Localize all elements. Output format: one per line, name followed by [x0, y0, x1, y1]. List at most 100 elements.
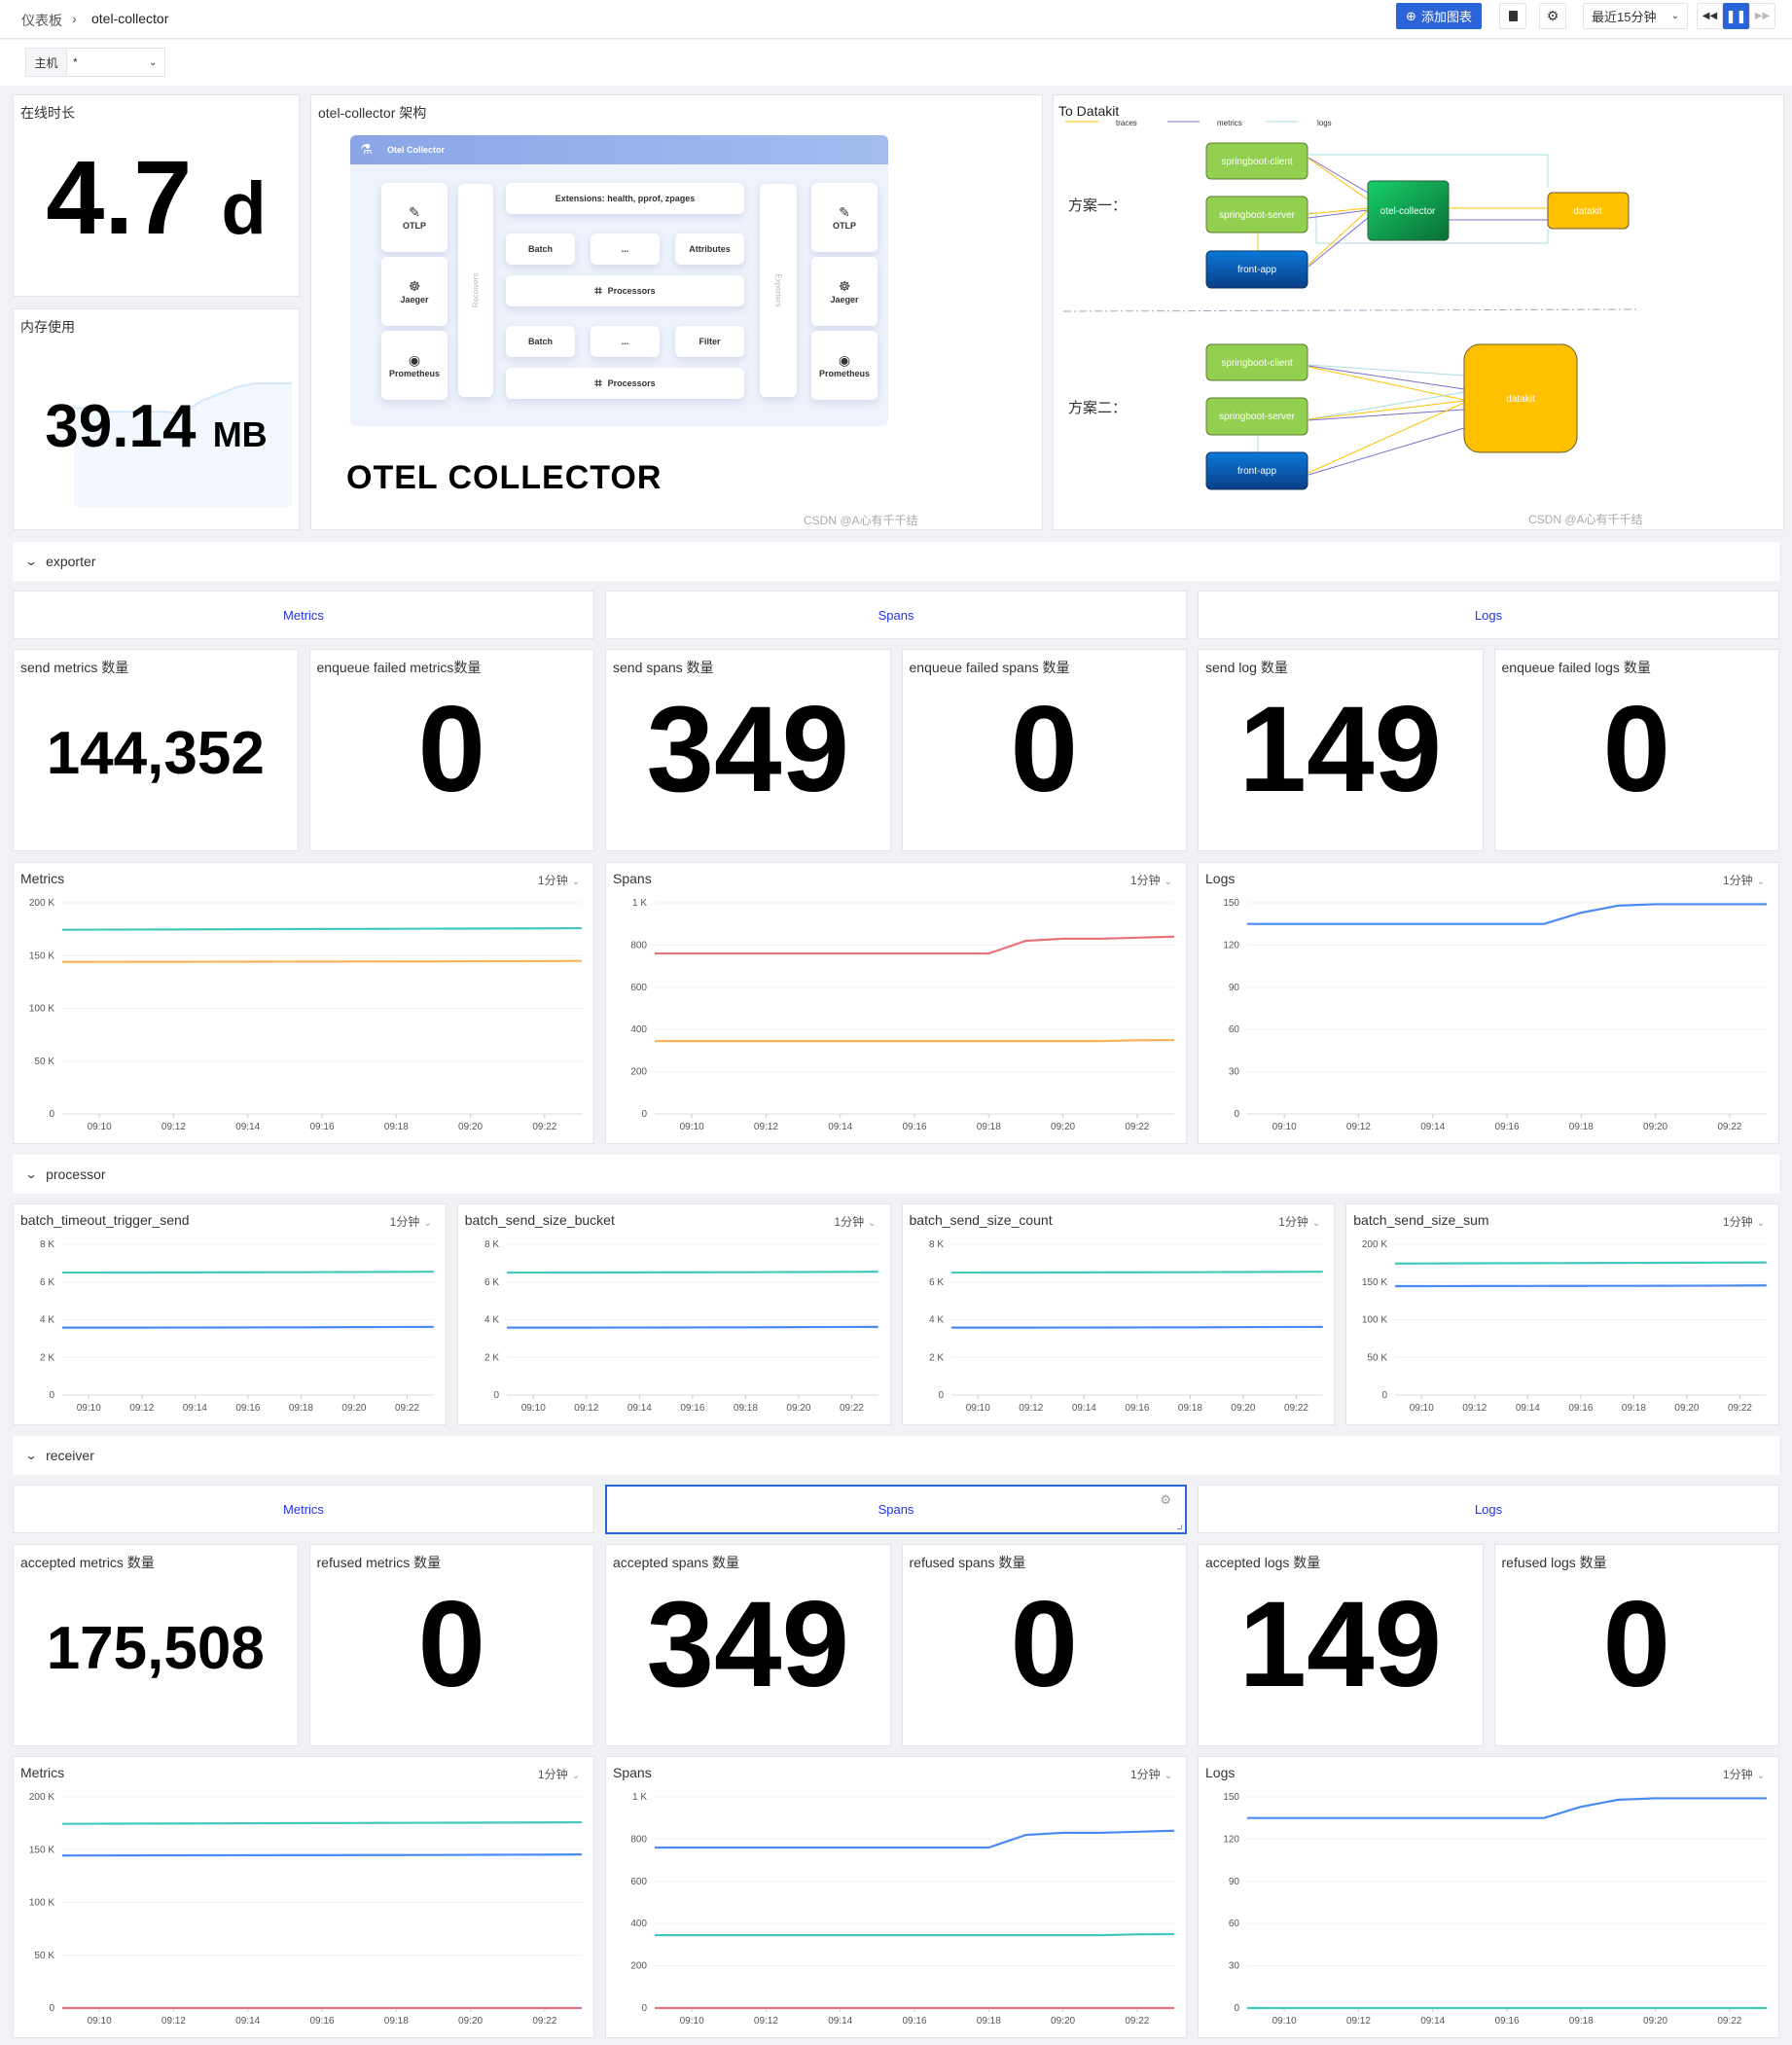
- x-tick-label: 09:20: [458, 2016, 483, 2027]
- interval-select[interactable]: 1分钟 ⌄: [1723, 872, 1765, 888]
- chart-title: batch_send_size_bucket: [464, 1212, 615, 1228]
- exporter-label: Prometheus: [818, 369, 870, 378]
- otlp-icon: ✎: [839, 204, 850, 220]
- interval-select[interactable]: 1分钟 ⌄: [834, 1213, 876, 1230]
- tab-receiver-logs[interactable]: Logs: [1198, 1485, 1779, 1533]
- interval-select[interactable]: 1分钟 ⌄: [538, 872, 580, 888]
- tab-exporter-logs[interactable]: Logs: [1198, 591, 1779, 639]
- x-tick-label: 09:14: [235, 2016, 260, 2027]
- pause-button[interactable]: ❚❚: [1723, 3, 1749, 29]
- tab-label: Spans: [878, 1502, 914, 1517]
- tab-receiver-spans[interactable]: Spans ⚙: [605, 1485, 1187, 1534]
- y-tick-label: 6 K: [484, 1277, 499, 1288]
- interval-select[interactable]: 1分钟 ⌄: [1130, 872, 1172, 888]
- stat-title: refused logs 数量: [1501, 1555, 1607, 1570]
- architecture-title: otel-collector 架构: [318, 105, 427, 121]
- uptime-unit: d: [221, 167, 267, 250]
- telescope-icon: ⚗: [360, 141, 373, 157]
- interval-select[interactable]: 1分钟 ⌄: [538, 1766, 580, 1782]
- uptime-number: 4.7: [46, 138, 193, 256]
- section-receiver[interactable]: ⌄ receiver: [13, 1436, 1779, 1475]
- chart-panel: Logs 1分钟 ⌄ 0 30 60 90 120 150 09:10 09:12 09:14 09:1…: [1198, 862, 1779, 1144]
- add-chart-label: 添加图表: [1420, 10, 1472, 24]
- series-line: [655, 935, 1175, 955]
- chart-panel: batch_send_size_sum 1分钟 ⌄ 0 50 K 100 K 150 K 20…: [1345, 1203, 1779, 1425]
- x-tick-label: 09:20: [1675, 1403, 1700, 1414]
- chart-title: Logs: [1205, 871, 1236, 886]
- processors-box: ⌗ Processors: [506, 275, 744, 306]
- stat-panel: enqueue failed metrics数量 0: [308, 649, 594, 851]
- section-processor[interactable]: ⌄ processor: [13, 1155, 1779, 1194]
- x-tick-label: 09:18: [1569, 2016, 1594, 2027]
- y-tick-label: 8 K: [40, 1239, 54, 1250]
- series-line: [506, 1325, 878, 1329]
- interval-select[interactable]: 1分钟 ⌄: [1130, 1766, 1172, 1782]
- x-tick-label: 09:18: [289, 1403, 313, 1414]
- time-range-select[interactable]: 最近15分钟 ⌄: [1583, 3, 1688, 29]
- interval-select[interactable]: 1分钟 ⌄: [1723, 1766, 1765, 1782]
- pipeline-step: ...: [591, 326, 660, 357]
- jaeger-icon: ☸: [838, 278, 851, 294]
- y-tick-label: 200: [630, 1961, 647, 1972]
- interval-select[interactable]: 1分钟 ⌄: [1723, 1213, 1765, 1230]
- stat-title: accepted metrics 数量: [20, 1555, 155, 1570]
- stat-value: 0: [417, 1577, 486, 1712]
- forward-button[interactable]: ▶▶: [1749, 3, 1775, 29]
- node-front-app-2: front-app: [1205, 451, 1308, 490]
- stat-panel: send spans 数量 349: [605, 649, 891, 851]
- interval-label: 1分钟: [1129, 1768, 1161, 1781]
- host-filter-value: *: [73, 55, 78, 69]
- x-tick-label: 09:12: [161, 2016, 186, 2027]
- processors-label: Processors: [607, 378, 656, 388]
- y-tick-label: 0: [49, 1109, 54, 1120]
- node-datakit-2: datakit: [1463, 343, 1578, 453]
- x-tick-label: 09:12: [754, 2016, 778, 2027]
- gear-icon[interactable]: ⚙: [1160, 1492, 1171, 1507]
- tab-receiver-metrics[interactable]: Metrics: [13, 1485, 594, 1533]
- breadcrumb-root[interactable]: 仪表板: [21, 13, 62, 28]
- forward-icon: ▶▶: [1754, 11, 1771, 21]
- node-label: front-app: [1237, 466, 1276, 477]
- x-tick-label: 09:10: [680, 1122, 704, 1132]
- add-chart-button[interactable]: ⊕ 添加图表: [1396, 3, 1482, 29]
- tab-exporter-metrics[interactable]: Metrics: [13, 591, 594, 639]
- x-tick-label: 09:14: [235, 1122, 260, 1132]
- settings-button[interactable]: ⚙: [1539, 3, 1566, 29]
- x-tick-label: 09:20: [341, 1403, 366, 1414]
- resize-handle-icon[interactable]: [1177, 1525, 1182, 1529]
- chart-svg: 0 200 400 600 800 1 K 09:10 09:12 09:14 09:16 09:1…: [630, 898, 1175, 1132]
- y-tick-label: 0: [641, 1109, 647, 1120]
- processors-box: ⌗ Processors: [506, 368, 744, 399]
- receivers-label: Receivers: [471, 272, 481, 308]
- node-label: springboot-client: [1221, 157, 1293, 167]
- interval-select[interactable]: 1分钟 ⌄: [390, 1213, 432, 1230]
- step-label: Batch: [527, 337, 553, 346]
- exporters-strip: Exporters: [760, 184, 797, 397]
- memory-sparkline: [74, 382, 292, 507]
- rewind-button[interactable]: ◀◀: [1697, 3, 1723, 29]
- stat-value: 144,352: [46, 720, 265, 787]
- chart-title: Metrics: [20, 871, 65, 886]
- series-line: [62, 1271, 434, 1274]
- save-button[interactable]: [1499, 3, 1526, 29]
- chevron-down-icon: ⌄: [1311, 1218, 1321, 1229]
- plan1-label: 方案一：: [1068, 197, 1127, 214]
- series-line: [1395, 1284, 1768, 1288]
- chevron-down-icon: ⌄: [149, 56, 158, 68]
- x-tick-label: 09:16: [309, 2016, 334, 2027]
- y-tick-label: 0: [1234, 2003, 1239, 2014]
- x-tick-label: 09:14: [1071, 1403, 1095, 1414]
- interval-select[interactable]: 1分钟 ⌄: [1278, 1213, 1320, 1230]
- chart-title: batch_send_size_sum: [1353, 1212, 1489, 1228]
- interval-label: 1分钟: [834, 1215, 865, 1229]
- step-label: ...: [621, 244, 629, 254]
- exporter-label: OTLP: [833, 221, 856, 231]
- stat-title: accepted logs 数量: [1205, 1555, 1321, 1570]
- breadcrumb-separator-icon: ›: [72, 11, 77, 26]
- chart-title: Spans: [613, 871, 652, 886]
- x-tick-label: 09:22: [1283, 1403, 1308, 1414]
- tab-exporter-spans[interactable]: Spans: [605, 591, 1187, 639]
- section-exporter[interactable]: ⌄ exporter: [13, 542, 1779, 581]
- host-filter[interactable]: 主机 * ⌄: [25, 48, 165, 77]
- pause-icon: ❚❚: [1725, 8, 1747, 23]
